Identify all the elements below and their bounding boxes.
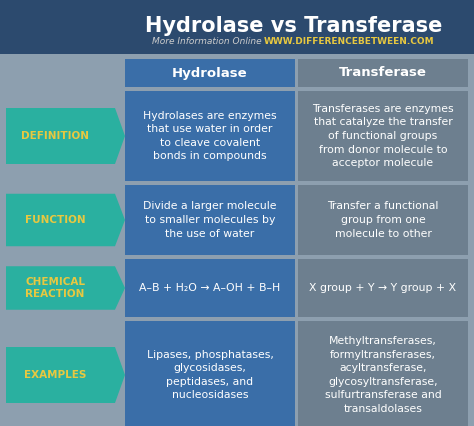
Text: DEFINITION: DEFINITION <box>21 131 89 141</box>
FancyBboxPatch shape <box>298 59 468 87</box>
Text: Transferases are enzymes
that catalyze the transfer
of functional groups
from do: Transferases are enzymes that catalyze t… <box>312 104 454 168</box>
FancyBboxPatch shape <box>125 321 295 426</box>
Text: EXAMPLES: EXAMPLES <box>24 370 86 380</box>
FancyBboxPatch shape <box>0 0 474 54</box>
Text: X group + Y → Y group + X: X group + Y → Y group + X <box>310 283 456 293</box>
Text: Divide a larger molecule
to smaller molecules by
the use of water: Divide a larger molecule to smaller mole… <box>143 201 277 239</box>
Text: A–B + H₂O → A–OH + B–H: A–B + H₂O → A–OH + B–H <box>139 283 281 293</box>
Text: Hydrolase: Hydrolase <box>172 66 248 80</box>
FancyBboxPatch shape <box>298 321 468 426</box>
Text: Lipases, phosphatases,
glycosidases,
peptidases, and
nucleosidases: Lipases, phosphatases, glycosidases, pep… <box>146 350 273 400</box>
Text: CHEMICAL
REACTION: CHEMICAL REACTION <box>25 277 85 299</box>
Polygon shape <box>6 194 125 246</box>
Text: More Information Online: More Information Online <box>152 37 262 46</box>
FancyBboxPatch shape <box>298 91 468 181</box>
Text: Transfer a functional
group from one
molecule to other: Transfer a functional group from one mol… <box>328 201 439 239</box>
FancyBboxPatch shape <box>298 185 468 255</box>
Polygon shape <box>6 108 125 164</box>
Text: Methyltransferases,
formyltransferases,
acyltransferase,
glycosyltransferase,
su: Methyltransferases, formyltransferases, … <box>325 336 441 414</box>
FancyBboxPatch shape <box>125 259 295 317</box>
Text: Hydrolase vs Transferase: Hydrolase vs Transferase <box>145 16 443 36</box>
FancyBboxPatch shape <box>125 185 295 255</box>
FancyBboxPatch shape <box>298 259 468 317</box>
Text: WWW.DIFFERENCEBETWEEN.COM: WWW.DIFFERENCEBETWEEN.COM <box>264 37 435 46</box>
Text: Transferase: Transferase <box>339 66 427 80</box>
FancyBboxPatch shape <box>125 59 295 87</box>
Polygon shape <box>6 266 125 310</box>
Polygon shape <box>6 347 125 403</box>
FancyBboxPatch shape <box>125 91 295 181</box>
Text: FUNCTION: FUNCTION <box>25 215 85 225</box>
Text: Hydrolases are enzymes
that use water in order
to cleave covalent
bonds in compo: Hydrolases are enzymes that use water in… <box>143 111 277 161</box>
